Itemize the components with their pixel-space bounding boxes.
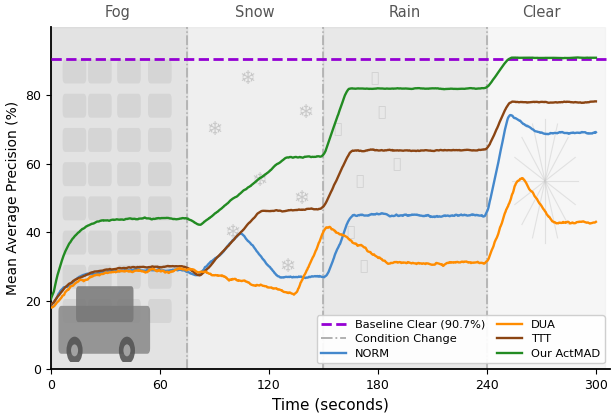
X-axis label: Time (seconds): Time (seconds) — [272, 398, 389, 413]
FancyBboxPatch shape — [63, 162, 86, 186]
Text: 💧: 💧 — [355, 174, 364, 188]
FancyBboxPatch shape — [148, 299, 172, 323]
FancyBboxPatch shape — [63, 59, 86, 84]
Text: 💧: 💧 — [334, 122, 342, 137]
Text: ❄: ❄ — [279, 257, 295, 276]
Text: ❄: ❄ — [239, 69, 255, 88]
FancyBboxPatch shape — [63, 299, 86, 323]
Text: 💧: 💧 — [378, 105, 386, 120]
FancyBboxPatch shape — [63, 265, 86, 289]
FancyBboxPatch shape — [88, 59, 111, 84]
FancyBboxPatch shape — [63, 231, 86, 255]
Text: ❄: ❄ — [224, 223, 241, 242]
FancyBboxPatch shape — [88, 162, 111, 186]
Text: ❄: ❄ — [293, 189, 310, 208]
FancyBboxPatch shape — [117, 231, 141, 255]
Text: ❄: ❄ — [297, 103, 314, 122]
FancyBboxPatch shape — [148, 94, 172, 118]
FancyBboxPatch shape — [63, 94, 86, 118]
FancyBboxPatch shape — [148, 59, 172, 84]
FancyBboxPatch shape — [88, 265, 111, 289]
FancyBboxPatch shape — [117, 128, 141, 152]
FancyBboxPatch shape — [148, 162, 172, 186]
Bar — [187, 27, 323, 369]
Text: Rain: Rain — [389, 5, 421, 20]
FancyBboxPatch shape — [63, 128, 86, 152]
Bar — [487, 27, 605, 369]
FancyBboxPatch shape — [88, 196, 111, 220]
FancyBboxPatch shape — [148, 196, 172, 220]
Text: ❄: ❄ — [251, 171, 268, 191]
Text: 💧: 💧 — [346, 225, 355, 239]
Bar — [323, 27, 487, 369]
FancyBboxPatch shape — [117, 59, 141, 84]
FancyBboxPatch shape — [88, 299, 111, 323]
Text: Fog: Fog — [105, 5, 131, 20]
FancyBboxPatch shape — [117, 265, 141, 289]
FancyBboxPatch shape — [88, 231, 111, 255]
FancyBboxPatch shape — [117, 94, 141, 118]
FancyBboxPatch shape — [148, 231, 172, 255]
Legend: Baseline Clear (90.7%), Condition Change, NORM, DUA, TTT, Our ActMAD: Baseline Clear (90.7%), Condition Change… — [317, 315, 605, 364]
FancyBboxPatch shape — [88, 128, 111, 152]
Text: Clear: Clear — [522, 5, 561, 20]
FancyBboxPatch shape — [88, 94, 111, 118]
Text: 💧: 💧 — [370, 71, 378, 85]
FancyBboxPatch shape — [117, 299, 141, 323]
Bar — [51, 27, 187, 369]
FancyBboxPatch shape — [117, 196, 141, 220]
FancyBboxPatch shape — [148, 128, 172, 152]
FancyBboxPatch shape — [148, 265, 172, 289]
Text: 💧: 💧 — [392, 157, 400, 171]
FancyBboxPatch shape — [117, 162, 141, 186]
Text: Snow: Snow — [235, 5, 274, 20]
Text: ❄: ❄ — [206, 120, 222, 139]
Text: 💧: 💧 — [359, 260, 368, 273]
FancyBboxPatch shape — [63, 196, 86, 220]
Y-axis label: Mean Average Precision (%): Mean Average Precision (%) — [6, 101, 20, 295]
